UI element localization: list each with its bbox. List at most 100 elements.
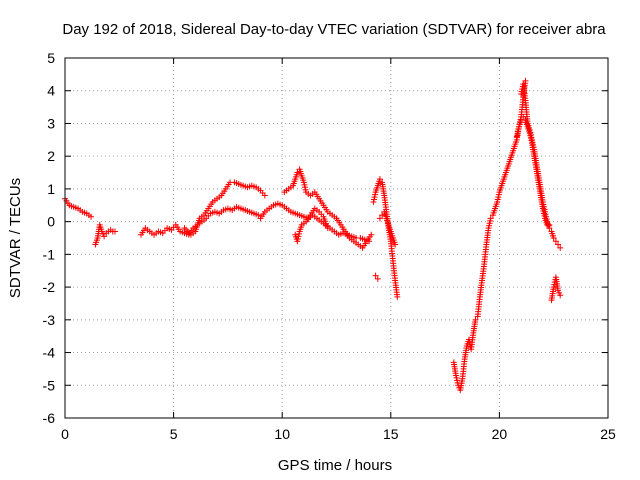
- data-point: [548, 228, 555, 235]
- data-point: [172, 221, 179, 228]
- data-point: [248, 182, 255, 189]
- data-point: [337, 221, 344, 228]
- data-point: [459, 375, 466, 382]
- data-point: [151, 231, 158, 238]
- data-point: [472, 316, 479, 323]
- data-point: [177, 228, 184, 235]
- data-point: [374, 275, 381, 282]
- data-point: [207, 210, 214, 217]
- data-point: [261, 208, 268, 215]
- data-point: [307, 212, 314, 219]
- y-tick-label: 4: [47, 83, 55, 99]
- y-tick-label: 1: [47, 181, 55, 197]
- data-points: [62, 77, 564, 394]
- axes-ticks: 0 5 10 15 20 25 -6 -5 -4 -3 -2 -1 0 1 2 3 4 5: [43, 50, 616, 442]
- data-point: [294, 238, 301, 245]
- data-point: [346, 235, 353, 241]
- y-tick-label: 2: [47, 148, 55, 164]
- data-point: [222, 185, 229, 192]
- data-point: [533, 166, 540, 173]
- data-point: [201, 212, 208, 219]
- data-point: [355, 241, 362, 248]
- data-point: [329, 212, 336, 219]
- data-point: [496, 189, 503, 196]
- x-tick-label: 5: [170, 426, 178, 442]
- data-point: [461, 356, 468, 363]
- data-point: [350, 238, 357, 245]
- data-point: [211, 208, 218, 215]
- y-tick-label: -6: [43, 410, 56, 426]
- data-point: [307, 192, 314, 199]
- data-point: [515, 123, 522, 130]
- data-point: [392, 241, 399, 248]
- data-point: [483, 241, 490, 248]
- data-point: [522, 77, 529, 84]
- data-point: [331, 228, 338, 235]
- data-point: [237, 205, 244, 212]
- y-tick-label: -5: [43, 377, 56, 393]
- data-point: [392, 277, 399, 284]
- data-point: [142, 225, 149, 232]
- data-point: [546, 221, 553, 228]
- data-point: [187, 231, 194, 238]
- data-point: [509, 149, 516, 156]
- data-point: [92, 241, 99, 248]
- data-point: [298, 172, 305, 179]
- data-point: [285, 185, 292, 192]
- data-point: [539, 205, 546, 212]
- data-point: [479, 277, 486, 284]
- data-point: [522, 117, 529, 124]
- data-point: [281, 189, 288, 196]
- data-point: [370, 199, 377, 205]
- data-point: [389, 257, 396, 264]
- y-tick-label: -4: [43, 345, 56, 361]
- data-point: [324, 208, 331, 215]
- data-point: [209, 199, 216, 205]
- y-tick-label: 5: [47, 50, 55, 66]
- data-point: [381, 208, 388, 215]
- data-point: [455, 382, 462, 389]
- data-point: [305, 215, 312, 222]
- data-point: [531, 153, 538, 160]
- y-tick-label: -2: [43, 279, 56, 295]
- data-point: [468, 346, 475, 353]
- data-point: [526, 130, 533, 137]
- data-point: [159, 230, 166, 237]
- data-point: [450, 359, 457, 366]
- data-point: [520, 81, 527, 88]
- data-point: [372, 189, 379, 196]
- data-point: [555, 241, 562, 248]
- data-point: [303, 189, 310, 196]
- y-tick-label: -3: [43, 312, 56, 328]
- data-point: [394, 293, 401, 300]
- data-point: [294, 169, 301, 176]
- data-point: [524, 123, 531, 130]
- x-tick-label: 10: [274, 426, 290, 442]
- data-point: [320, 202, 327, 209]
- data-point: [518, 91, 525, 97]
- data-point: [229, 207, 236, 214]
- data-point: [489, 212, 496, 219]
- data-point: [292, 176, 299, 183]
- data-point: [261, 192, 268, 199]
- data-point: [66, 202, 73, 209]
- data-point: [387, 238, 394, 245]
- data-point: [470, 329, 477, 336]
- data-point: [485, 225, 492, 232]
- data-point: [535, 179, 542, 186]
- data-point: [389, 235, 396, 241]
- data-point: [550, 235, 557, 241]
- data-point: [548, 297, 555, 304]
- data-point: [279, 202, 286, 209]
- data-point: [465, 336, 472, 343]
- data-point: [70, 203, 77, 210]
- plot-frame: [64, 57, 609, 419]
- data-point: [457, 387, 464, 394]
- data-point: [75, 205, 82, 212]
- data-point: [550, 284, 557, 291]
- data-point: [231, 179, 238, 186]
- data-point: [220, 207, 227, 214]
- data-point: [296, 212, 303, 219]
- data-point: [387, 228, 394, 235]
- data-point: [287, 208, 294, 215]
